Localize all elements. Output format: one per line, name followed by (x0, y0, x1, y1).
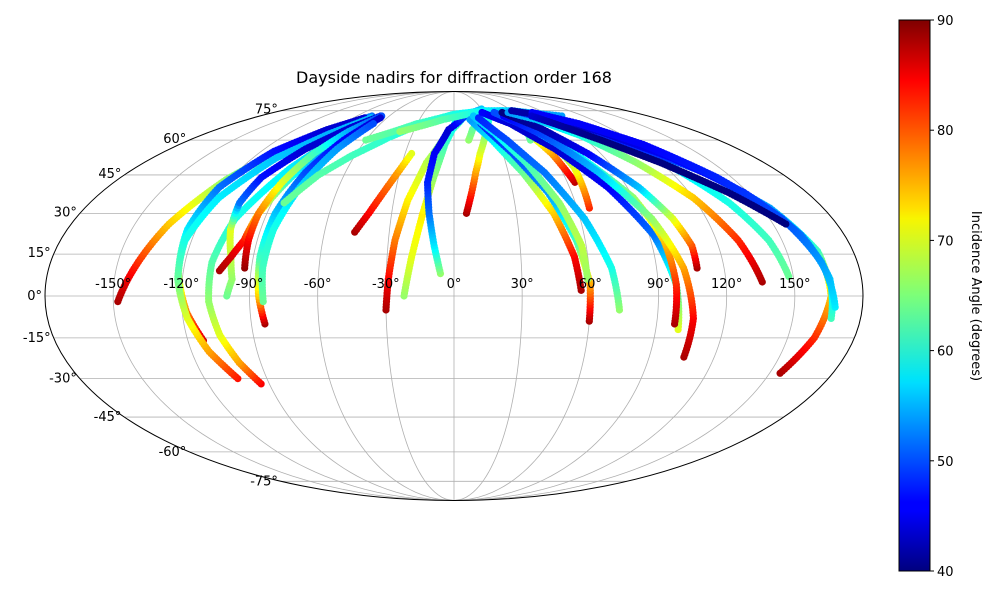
scatter-points (114, 105, 839, 388)
chart-title: Dayside nadirs for diffraction order 168 (296, 68, 612, 87)
longitude-tick-label: 30° (511, 277, 534, 292)
data-point (508, 107, 516, 115)
latitude-tick-label: -60° (159, 445, 187, 460)
colorbar: 40 50 60 70 80 90 Incidence Angle (degrees) (898, 14, 983, 580)
latitude-tick-label: -30° (49, 372, 77, 387)
longitude-tick-label: 120° (711, 277, 742, 292)
longitude-tick-label: -90° (236, 277, 264, 292)
data-point (782, 220, 790, 228)
colorbar-label: Incidence Angle (degrees) (968, 211, 983, 381)
colorbar-tick-label: 40 (937, 565, 954, 580)
data-point (376, 114, 384, 122)
colorbar-tick-label: 60 (937, 345, 954, 360)
data-point (369, 119, 377, 128)
graticule (45, 91, 863, 501)
longitude-tick-label: 0° (447, 277, 462, 292)
colorbar-gradient (898, 19, 931, 572)
longitude-gridline (453, 91, 796, 501)
colorbar-tick-label: 50 (937, 455, 954, 470)
latitude-tick-label: 0° (27, 289, 42, 304)
longitude-gridline (112, 91, 455, 501)
data-point (478, 108, 486, 117)
data-point (490, 108, 498, 117)
longitude-tick-label: -30° (372, 277, 400, 292)
longitude-tick-label: -120° (163, 277, 199, 292)
latitude-tick-label: -75° (250, 474, 278, 489)
latitude-tick-label: 15° (28, 246, 51, 261)
colorbar-tick-label: 90 (937, 14, 954, 29)
longitude-tick-label: -150° (95, 277, 131, 292)
latitude-tick-label: 45° (98, 167, 121, 182)
data-point (474, 114, 483, 122)
longitude-tick-label: -60° (304, 277, 332, 292)
longitude-tick-labels: -150° -120° -90° -60° -30° 0° 30° 60° 90° 120° 150… (95, 277, 810, 292)
colorbar-tick-label: 70 (937, 234, 954, 249)
colorbar-tick-label: 80 (937, 124, 954, 139)
latitude-tick-label: 60° (163, 132, 186, 147)
longitude-tick-label: 90° (647, 277, 670, 292)
latitude-tick-label: 30° (54, 205, 77, 220)
latitude-tick-label: -45° (94, 410, 122, 425)
colorbar-ticks: 40 50 60 70 80 90 (930, 14, 954, 580)
longitude-tick-label: 150° (779, 277, 810, 292)
latitude-tick-label: 75° (255, 103, 278, 118)
data-point (408, 149, 416, 158)
latitude-tick-label: -15° (23, 331, 51, 346)
longitude-tick-label: 60° (579, 277, 602, 292)
